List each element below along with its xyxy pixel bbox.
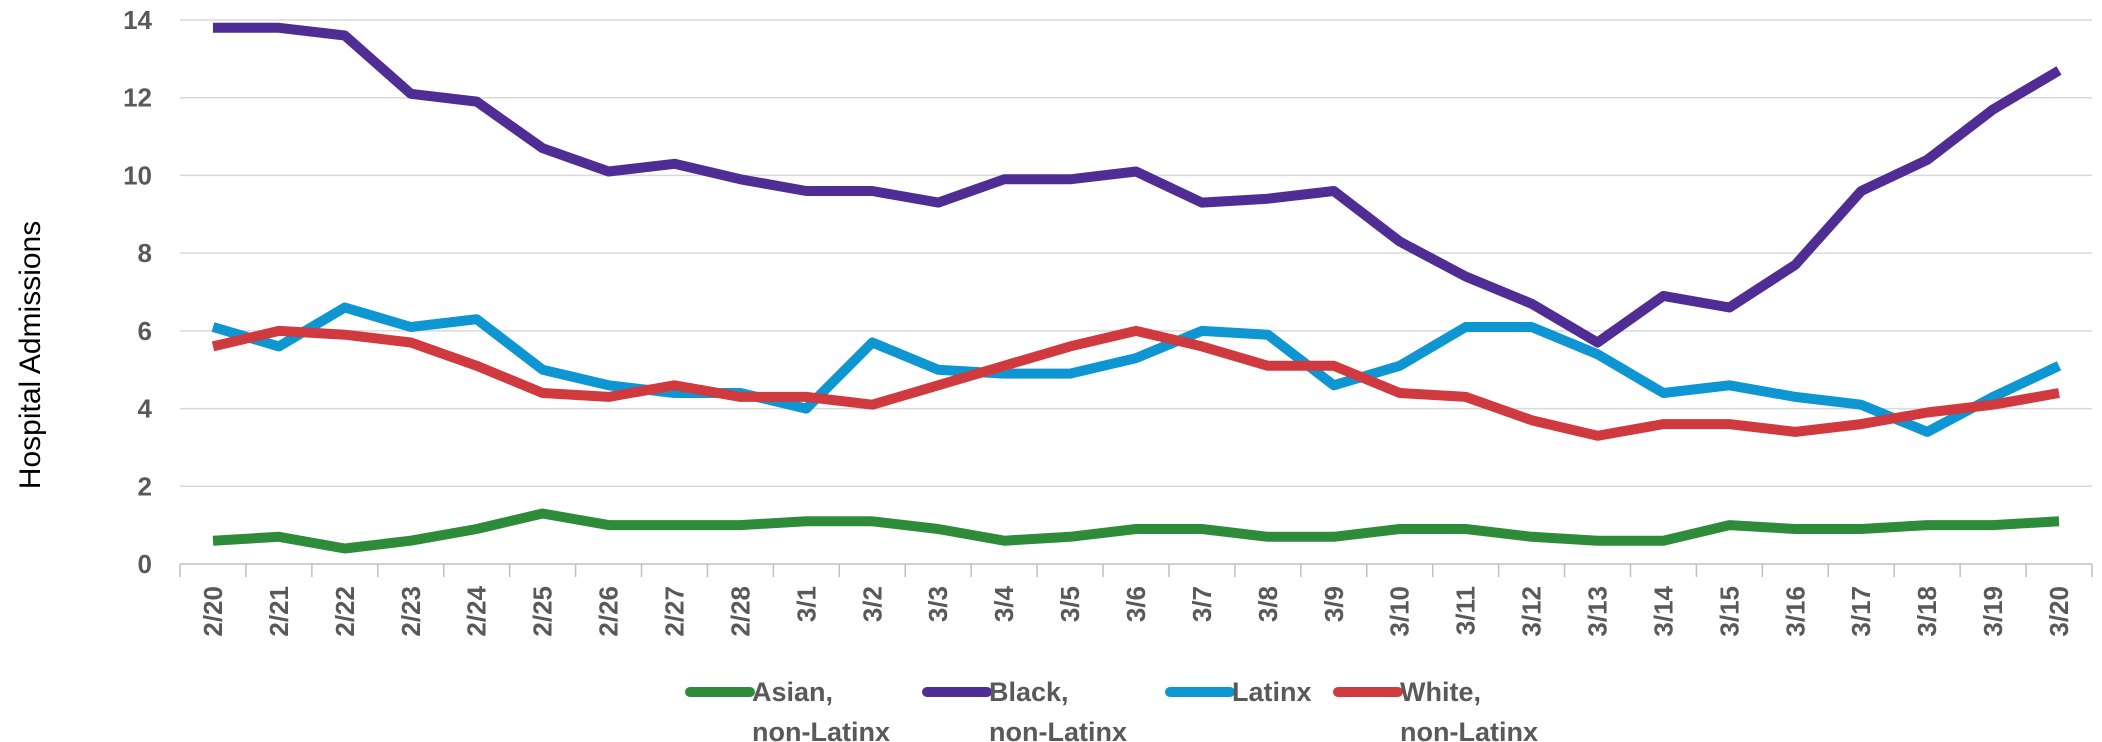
x-tick-label: 2/21: [264, 586, 294, 637]
x-tick-label: 3/19: [1978, 586, 2008, 637]
x-tick-label: 3/17: [1846, 586, 1876, 637]
x-axis-ticks: 2/20 2/21 2/22 2/23 2/24 2/25 2/26 2/27 2/28 3/1 3…: [198, 585, 2074, 636]
x-tick-label: 3/13: [1583, 586, 1613, 637]
series-lines: [211, 22, 2062, 554]
x-tick-label: 2/25: [528, 586, 558, 637]
legend-label: non-Latinx: [989, 717, 1127, 742]
legend: Asian, non-Latinx Black, non-Latinx Latinx Wh…: [685, 677, 1538, 742]
x-tick-label: 2/22: [330, 586, 360, 637]
y-tick-label: 14: [123, 5, 152, 35]
axes: [179, 563, 2093, 577]
legend-label: non-Latinx: [752, 717, 890, 742]
x-tick-label: 2/24: [462, 585, 492, 636]
x-tick-label: 3/18: [1912, 586, 1942, 637]
legend-label: Latinx: [1232, 677, 1312, 707]
y-tick-label: 4: [138, 394, 153, 424]
x-tick-label: 2/20: [198, 586, 228, 637]
x-tick-label: 3/7: [1187, 586, 1217, 622]
x-tick-label: 3/10: [1385, 586, 1415, 637]
x-tick-label: 3/20: [2044, 586, 2074, 637]
y-tick-label: 12: [123, 83, 152, 113]
y-tick-label: 0: [138, 549, 152, 579]
y-tick-label: 2: [138, 471, 152, 501]
legend-label: White,: [1400, 677, 1481, 707]
y-tick-label: 6: [138, 316, 152, 346]
x-tick-label: 2/28: [725, 586, 755, 637]
x-tick-label: 2/26: [594, 586, 624, 637]
series-line-0: [212, 508, 2060, 554]
y-tick-label: 10: [123, 160, 152, 190]
x-tick-label: 3/5: [1055, 586, 1085, 622]
x-tick-label: 3/9: [1319, 586, 1349, 622]
legend-label: Asian,: [752, 677, 833, 707]
series-line-1: [213, 22, 2062, 348]
x-tick-label: 3/14: [1648, 585, 1678, 636]
y-tick-label: 8: [138, 238, 152, 268]
x-tick-label: 3/12: [1517, 586, 1547, 637]
x-tick-label: 3/16: [1780, 586, 1810, 637]
y-axis-label: Hospital Admissions: [14, 221, 47, 489]
x-tick-label: 3/6: [1121, 586, 1151, 622]
legend-label: Black,: [989, 677, 1069, 707]
x-tick-label: 2/23: [396, 586, 426, 637]
series-line-3: [211, 325, 2060, 441]
x-tick-label: 3/11: [1451, 586, 1481, 635]
x-tick-label: 3/15: [1714, 586, 1744, 637]
legend-label: non-Latinx: [1400, 717, 1538, 742]
x-tick-label: 3/2: [857, 586, 887, 622]
x-tick-label: 3/3: [923, 586, 953, 622]
series-line-2: [211, 302, 2062, 437]
y-axis-ticks: 0 2 4 6 8 10 12 14: [123, 5, 152, 579]
x-tick-label: 3/4: [989, 585, 1019, 622]
x-tick-label: 3/8: [1253, 586, 1283, 622]
x-tick-label: 2/27: [659, 586, 689, 637]
x-tick-label: 3/1: [791, 586, 821, 622]
